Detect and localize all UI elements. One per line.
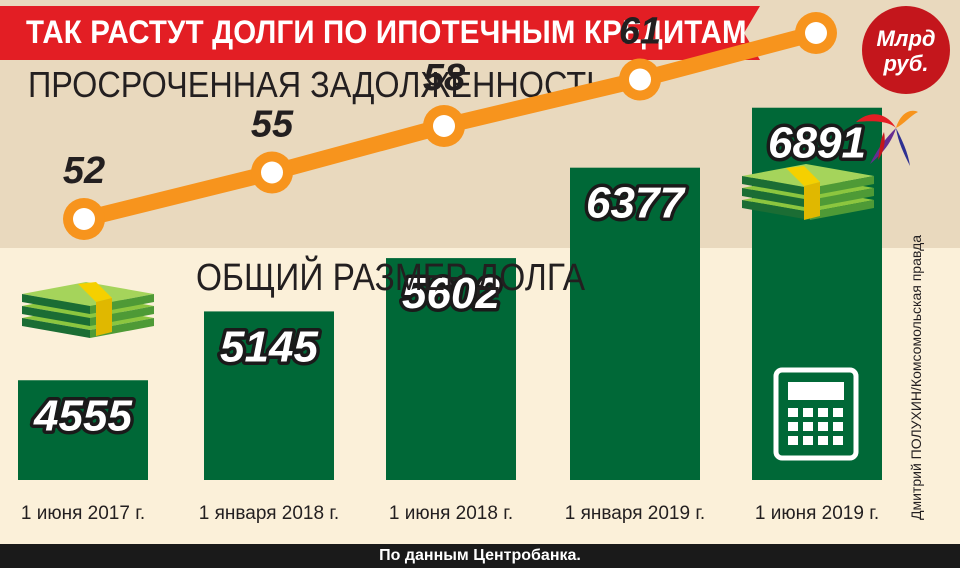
overdue-value-label: 64 [795, 0, 837, 6]
debt-bar [18, 380, 148, 480]
overdue-point [261, 161, 283, 184]
overdue-value-label: 58 [423, 57, 466, 99]
overdue-point [805, 22, 827, 44]
unit-badge-label: Млрд руб. [876, 26, 936, 76]
calculator-icon [773, 367, 859, 461]
overdue-value-label: 52 [63, 150, 105, 192]
date-tick-label: 1 июня 2019 г. [755, 503, 879, 524]
debt-bar [570, 167, 700, 480]
bird-logo-icon [856, 110, 918, 166]
debt-bar [386, 258, 516, 480]
page-title: ТАК РАСТУТ ДОЛГИ ПО ИПОТЕЧНЫМ КРЕДИТАМ [26, 14, 747, 50]
debt-value-label: 6891 [768, 119, 866, 168]
debt-bar [204, 311, 334, 480]
bar-chart: 4555 1 июня 2017 г. 5145 1 января 2018 г. 56… [18, 107, 882, 524]
date-tick-label: 1 января 2018 г. [199, 503, 339, 524]
overdue-point [73, 208, 95, 230]
credit-text: Дмитрий ПОЛУХИН/Комсомольская правда [908, 234, 924, 520]
overdue-value-label: 61 [619, 11, 661, 53]
debt-value-label: 6377 [586, 179, 686, 228]
unit-badge: Млрд руб. [862, 6, 950, 94]
debt-value-label: 5145 [220, 322, 318, 371]
overdue-point [433, 115, 455, 137]
debt-value-label: 4555 [33, 391, 132, 440]
source-footer: По данным Центробанка. [0, 544, 960, 568]
debt-value-label: 5602 [402, 269, 500, 318]
date-tick-label: 1 июня 2017 г. [21, 503, 145, 524]
chart-canvas: 52 55 58 61 64 4555 1 июня 2017 г. 5145 1 январ… [18, 0, 918, 524]
bar-chart-title: ОБЩИЙ РАЗМЕР ДОЛГА [196, 257, 586, 299]
overdue-point [629, 68, 651, 91]
date-tick-label: 1 июня 2018 г. [389, 503, 513, 524]
line-chart-title: ПРОСРОЧЕННАЯ ЗАДОЛЖЕННОСТЬ [28, 64, 608, 105]
money-stack-icon [742, 164, 874, 220]
line-chart: 52 55 58 61 64 [63, 0, 837, 240]
title-banner [0, 6, 760, 60]
money-stack-icon [22, 282, 154, 338]
overdue-value-label: 55 [251, 104, 294, 146]
date-tick-label: 1 января 2019 г. [565, 503, 705, 524]
